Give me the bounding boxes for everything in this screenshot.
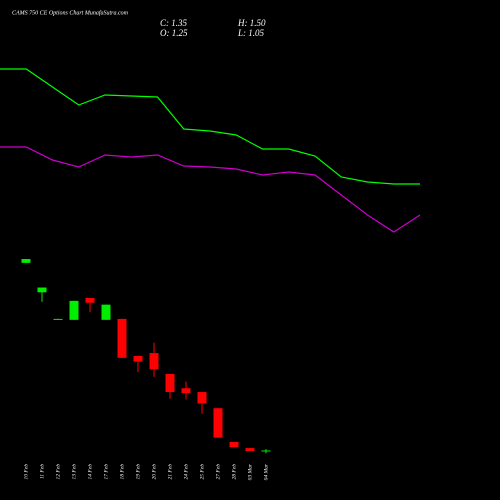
x-tick-label: 27 Feb [215,464,221,480]
x-tick-label: 17 Feb [103,464,109,480]
candle-body [133,355,143,362]
candle-body [21,259,31,263]
x-tick-label: 19 Feb [135,464,141,480]
x-tick-label: 28 Feb [231,464,237,480]
indicator-line [0,68,420,185]
x-tick-label: 11 Feb [39,464,45,479]
x-tick-label: 25 Feb [199,464,205,480]
candle-body [165,374,175,393]
x-tick-label: 04 Mar [262,463,269,480]
candle-body [101,304,111,320]
x-tick-label: 21 Feb [167,464,173,480]
x-tick-label: 24 Feb [182,464,189,480]
low-label: L: 1.05 [237,28,265,38]
x-tick-label: 10 Feb [23,464,29,480]
x-tick-label: 20 Feb [151,464,157,480]
candle-body [69,300,79,320]
x-tick-label: 14 Feb [86,464,93,480]
candle-body [213,408,223,438]
x-tick-label: 03 Mar [247,463,253,480]
high-label: H: 1.50 [237,18,266,28]
close-label: C: 1.35 [160,18,188,28]
candle-body [85,297,95,303]
chart-title: CAMS 750 CE Options Chart MunafaSutra.co… [12,9,129,16]
candle-body [229,441,239,448]
candle-body [37,287,47,293]
open-label: O: 1.25 [160,28,188,38]
candle-body [117,318,127,358]
candle-body [261,450,271,452]
candle-body [181,388,191,394]
x-tick-label: 13 Feb [71,464,77,480]
indicator-line [0,146,421,233]
candle-body [53,318,63,320]
candle-body [245,448,255,451]
candle-body [149,353,159,370]
x-tick-label: 12 Feb [55,464,61,480]
candle-body [197,392,207,404]
x-tick-label: 18 Feb [119,464,125,480]
